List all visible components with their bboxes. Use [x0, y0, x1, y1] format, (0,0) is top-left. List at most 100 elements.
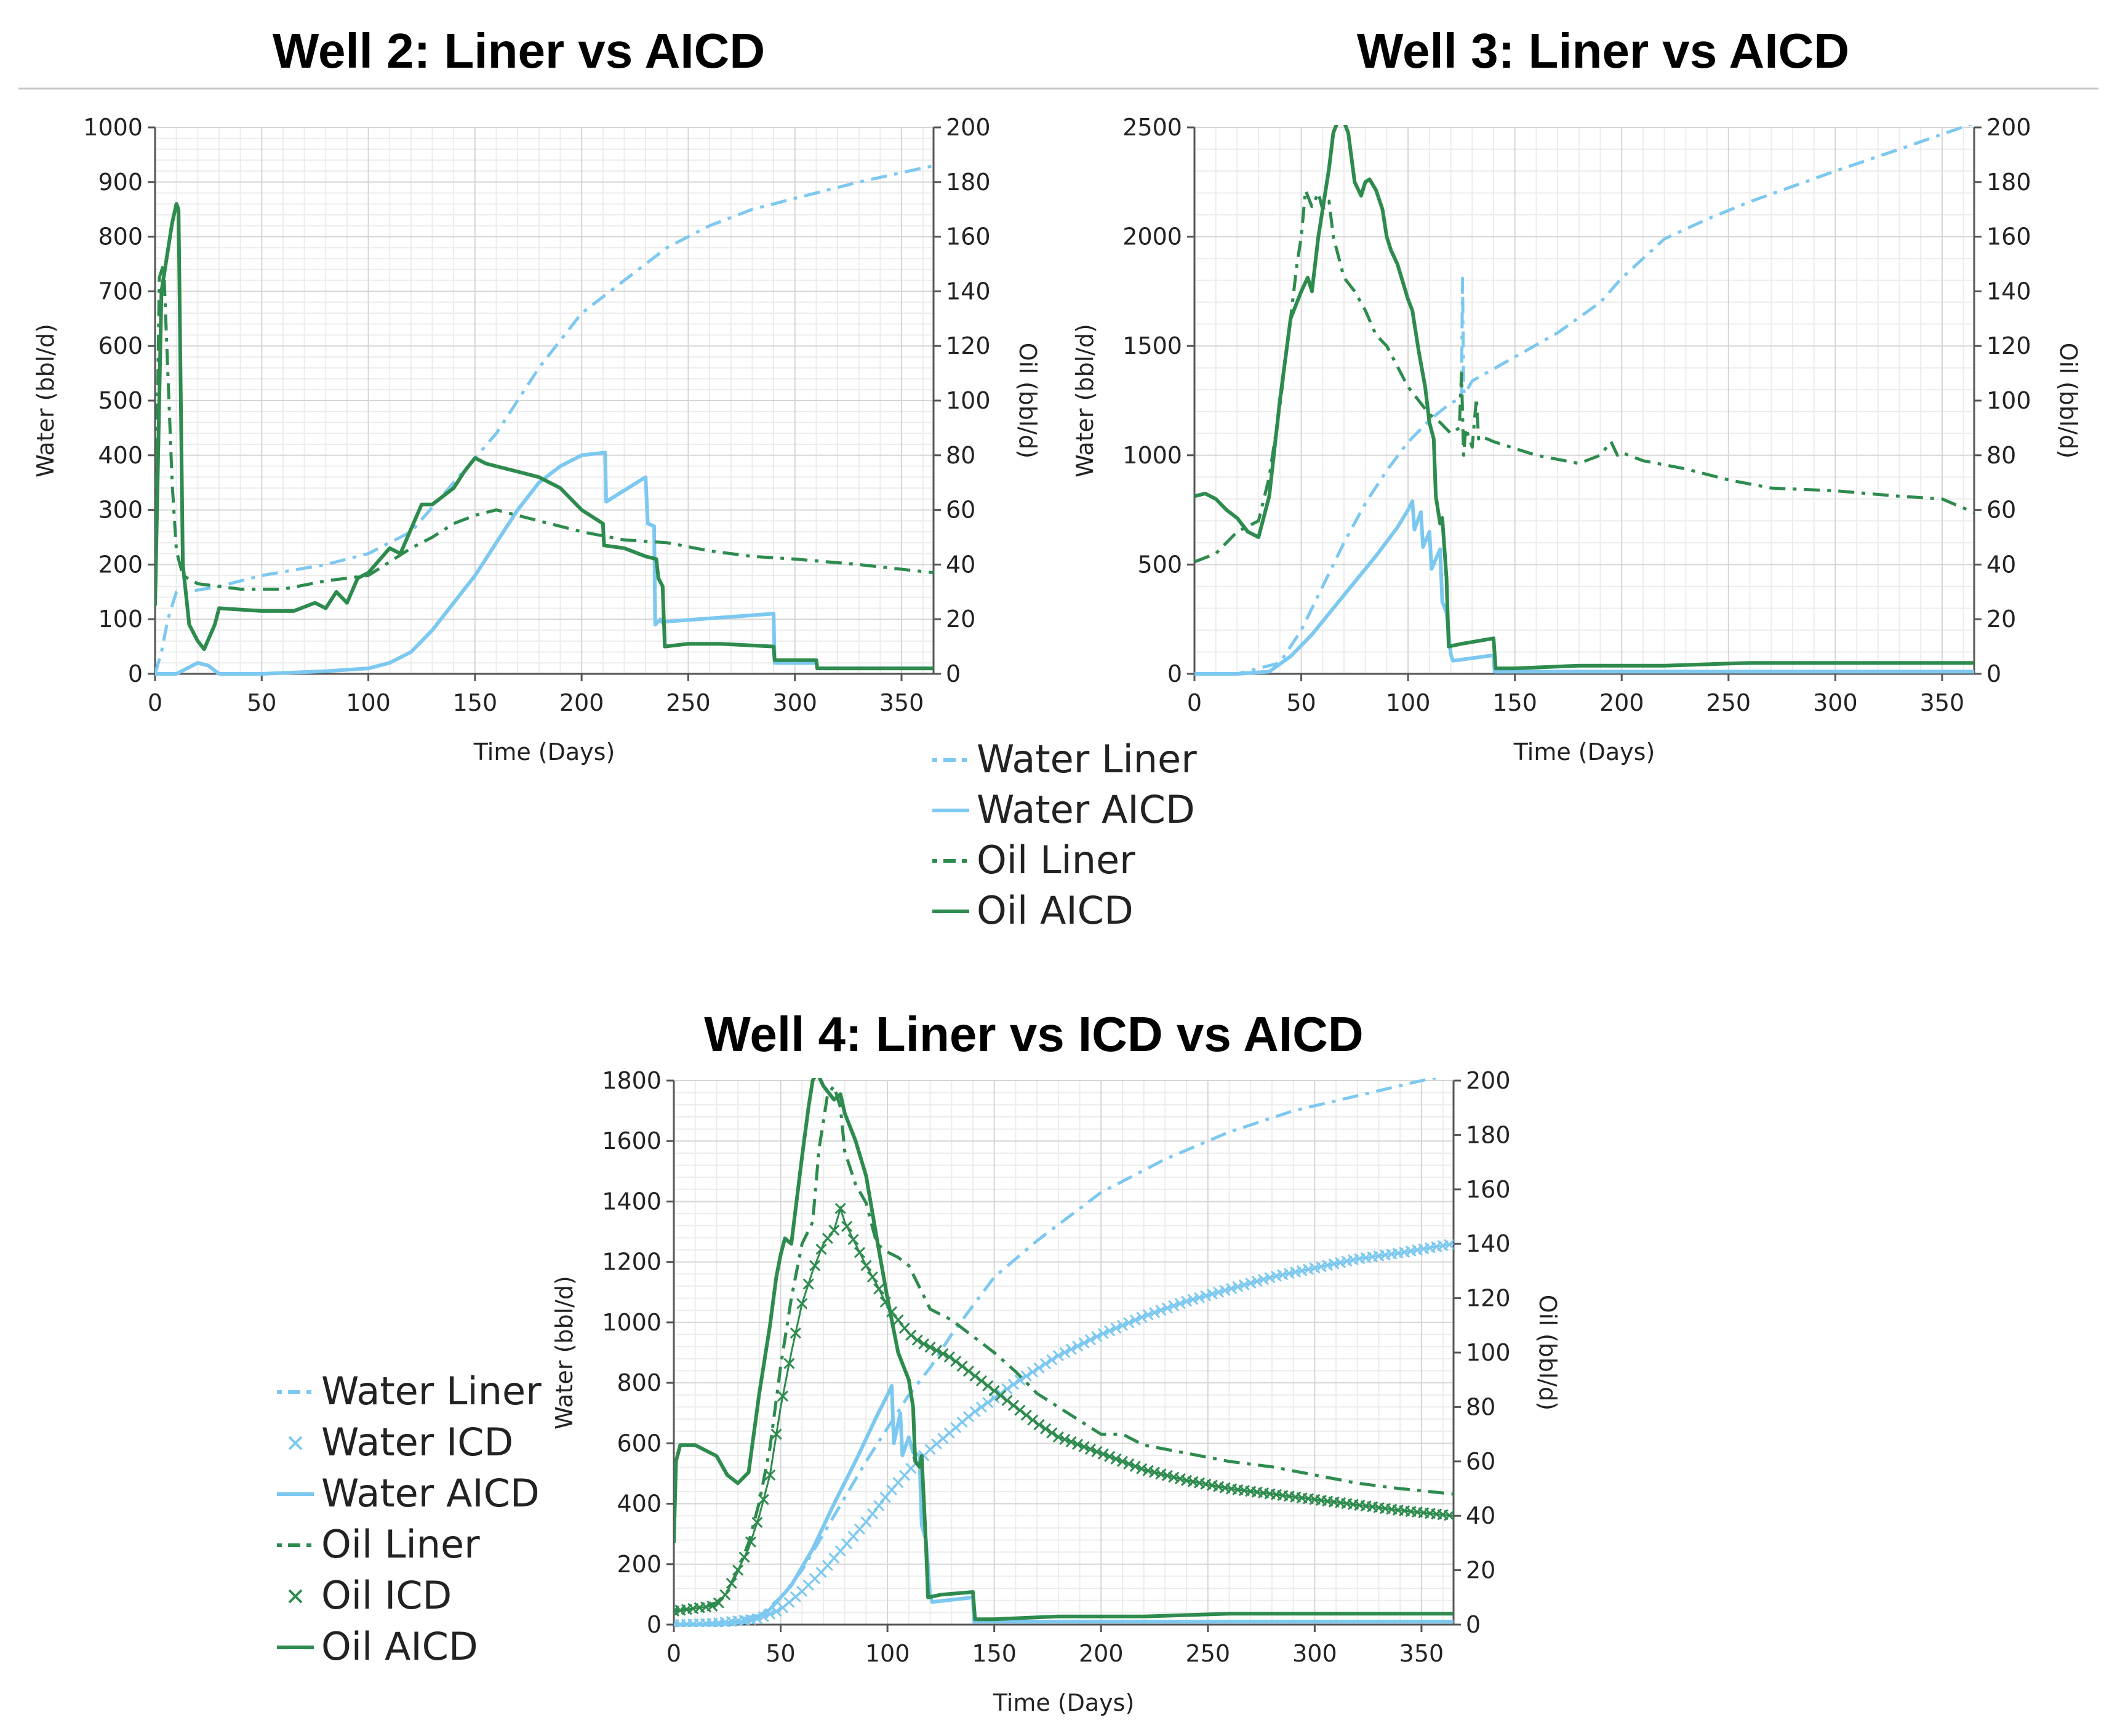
y2-tick-label: 60	[1466, 1448, 1495, 1475]
y2-tick-label: 80	[946, 442, 975, 469]
data-point	[860, 1516, 872, 1528]
series-water-aicd	[1194, 499, 1974, 676]
y-tick-label: 500	[1137, 551, 1182, 578]
data-point	[751, 1516, 763, 1528]
legend-label: Water Liner	[321, 1369, 542, 1414]
data-point	[1052, 1431, 1064, 1443]
y-tick-label: 600	[617, 1430, 662, 1457]
series-oil-liner	[674, 1084, 1454, 1613]
x-tick-label: 50	[766, 1640, 795, 1667]
y-tick-label: 1000	[602, 1309, 662, 1336]
data-point	[1039, 1423, 1052, 1434]
data-point	[924, 1342, 936, 1353]
y-tick-label: 0	[1167, 660, 1182, 687]
y2-tick-label: 80	[1986, 442, 2016, 469]
data-point	[1443, 1510, 1454, 1521]
data-point	[796, 1298, 808, 1310]
y-tick-label: 1500	[1122, 332, 1182, 359]
data-point	[1213, 1286, 1225, 1298]
data-point	[873, 1283, 885, 1295]
data-point	[1251, 1276, 1263, 1287]
y2-tick-label: 40	[1986, 551, 2016, 578]
data-point	[1245, 1277, 1257, 1289]
data-point	[1206, 1288, 1218, 1300]
data-point	[1052, 1350, 1064, 1361]
x-tick-label: 200	[559, 689, 604, 716]
y-tick-label: 500	[98, 387, 143, 414]
data-point	[815, 1243, 827, 1255]
y2-tick-label: 40	[946, 551, 975, 578]
x-tick-label: 300	[1292, 1640, 1337, 1667]
data-point	[1181, 1295, 1193, 1307]
data-point	[1014, 1404, 1026, 1416]
data-point	[1084, 1334, 1096, 1346]
data-point	[1142, 1309, 1154, 1321]
y2-tick-label: 140	[946, 278, 991, 305]
y2-tick-label: 20	[1466, 1557, 1495, 1584]
data-point	[995, 1390, 1007, 1401]
data-point	[1059, 1433, 1071, 1446]
data-point	[758, 1494, 769, 1505]
data-point	[1155, 1305, 1167, 1316]
data-point	[1148, 1306, 1161, 1318]
data-point	[988, 1385, 1000, 1396]
x-tick-label: 100	[865, 1640, 910, 1667]
legend-item-oil-liner: Oil Liner	[277, 1522, 480, 1567]
chart-well-4: 0 50 100 150 200 250 300 3500200400600800100012…	[551, 1067, 1561, 1716]
plot-area	[1194, 125, 1974, 676]
data-point	[975, 1401, 987, 1413]
legend-swatch	[288, 1436, 303, 1450]
y2-tick-label: 80	[1466, 1393, 1495, 1420]
x-tick-label: 100	[346, 689, 391, 716]
y-tick-label: 400	[617, 1490, 662, 1518]
data-point	[982, 1396, 994, 1409]
x-tick-label: 150	[972, 1640, 1017, 1667]
data-point	[866, 1508, 878, 1519]
data-point	[719, 1589, 731, 1601]
y2-tick-label: 160	[1466, 1176, 1511, 1203]
y2-axis-label: Oil (bbl/d)	[1014, 343, 1041, 458]
data-point	[956, 1361, 968, 1372]
data-point	[1110, 1322, 1122, 1334]
data-point	[1142, 1465, 1154, 1476]
y2-tick-label: 20	[1986, 606, 2016, 633]
legend-item-oil-liner: Oil Liner	[932, 838, 1135, 882]
data-point	[1193, 1292, 1205, 1303]
series-water-liner	[674, 1078, 1443, 1626]
data-point	[822, 1233, 833, 1244]
x-axis-label: Time (Days)	[473, 738, 615, 766]
x-tick-label: 150	[453, 689, 498, 716]
gridlines	[154, 127, 934, 674]
x-tick-label: 150	[1492, 689, 1537, 716]
x-tick-label: 0	[148, 689, 162, 716]
y-tick-label: 300	[98, 497, 143, 524]
data-point	[841, 1220, 853, 1232]
series-oil-aicd	[674, 1078, 1454, 1622]
y-tick-label: 600	[98, 332, 143, 359]
x-axis-label: Time (Days)	[993, 1689, 1135, 1716]
legend-swatch	[288, 1589, 303, 1604]
data-point	[1084, 1443, 1096, 1455]
y2-tick-label: 0	[1986, 660, 2001, 687]
data-point	[950, 1356, 962, 1367]
data-point	[847, 1234, 859, 1246]
data-point	[943, 1351, 955, 1363]
data-point	[713, 1597, 724, 1609]
x-tick-label: 250	[666, 689, 711, 716]
series-oil-icd	[674, 1202, 1454, 1617]
data-point	[783, 1358, 795, 1369]
x-axis-label: Time (Days)	[1513, 738, 1655, 766]
y2-tick-label: 40	[1466, 1502, 1495, 1529]
data-point	[764, 1469, 776, 1481]
data-point	[1174, 1298, 1186, 1310]
y2-tick-label: 100	[1986, 387, 2031, 414]
legend-item-oil-aicd: Oil AICD	[277, 1624, 478, 1669]
y-tick-label: 2000	[1122, 223, 1182, 250]
data-point	[911, 1334, 923, 1346]
data-point	[1014, 1374, 1026, 1386]
x-tick-label: 100	[1386, 689, 1431, 716]
y2-tick-label: 140	[1986, 278, 2031, 305]
legend-label: Water AICD	[321, 1471, 540, 1516]
y2-tick-label: 160	[1986, 223, 2031, 250]
data-point	[1116, 1319, 1129, 1331]
